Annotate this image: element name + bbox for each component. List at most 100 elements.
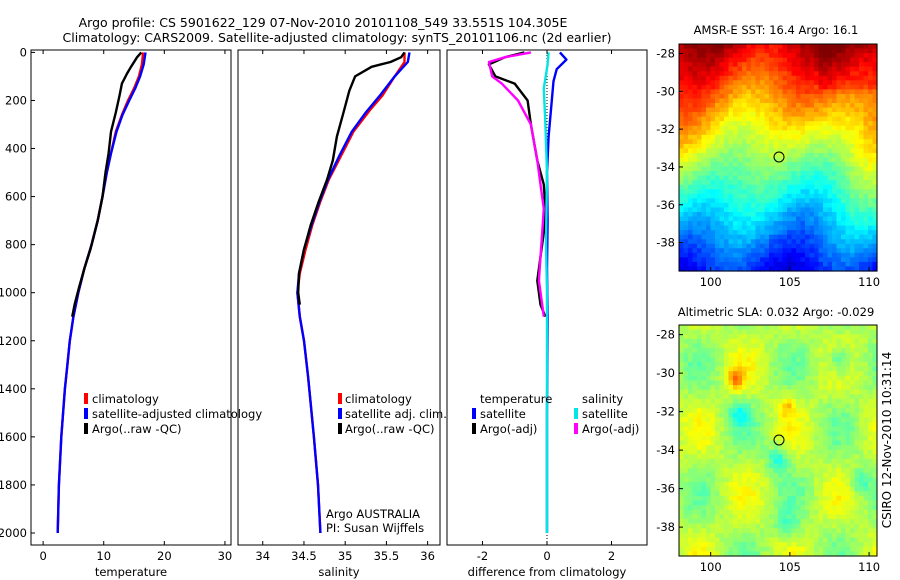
heatmap-cell [850,193,856,199]
heatmap-cell [746,252,752,258]
heatmap-cell [836,398,842,405]
heatmap-cell [832,225,838,231]
heatmap-cell [787,157,793,163]
heatmap-cell [787,207,793,213]
heatmap-cell [746,116,752,122]
heatmap-cell [791,75,797,81]
heatmap-cell [836,463,842,469]
heatmap-cell [697,505,703,511]
heatmap-cell [872,431,878,437]
heatmap-cell [742,343,748,349]
salinity-axes-box [237,49,441,546]
heatmap-cell [751,426,757,432]
heatmap-cell [755,243,761,249]
heatmap-cell [850,125,856,131]
heatmap-cell [719,225,725,231]
heatmap-cell [800,412,806,418]
heatmap-cell [715,380,721,386]
heatmap-cell [692,148,698,154]
heatmap-cell [751,334,757,340]
heatmap-cell [683,542,689,548]
heatmap-cell [688,89,694,95]
legend-label-climatology: climatology [345,392,412,406]
heatmap-cell [692,454,698,460]
heatmap-cell [733,44,739,50]
heatmap-cell [755,357,761,363]
heatmap-cell [782,112,788,118]
heatmap-cell [746,148,752,154]
heatmap-cell [868,334,874,340]
heatmap-cell [769,519,775,525]
heatmap-cell [832,417,838,423]
heatmap-cell [814,107,820,113]
heatmap-cell [818,523,824,529]
heatmap-cell [836,458,842,465]
heatmap-cell [710,546,716,552]
heatmap-cell [800,532,806,539]
heatmap-cell [832,71,838,77]
heatmap-cell [760,166,766,172]
heatmap-cell [737,157,743,163]
heatmap-cell [854,48,860,54]
heatmap-cell [715,477,721,483]
heatmap-cell [701,334,707,340]
heatmap-cell [692,440,698,446]
heatmap-cell [715,514,721,520]
heatmap-cell [863,343,869,349]
heatmap-cell [841,230,847,236]
heatmap-cell [827,44,833,50]
heatmap-cell [841,523,847,529]
heatmap-cell [679,546,685,552]
heatmap-cell [778,53,784,59]
heatmap-cell [688,352,694,358]
heatmap-cell [719,403,725,409]
heatmap-cell [764,243,770,249]
heatmap-cell [800,542,806,548]
heatmap-cell [733,89,739,95]
heatmap-cell [742,130,748,136]
heatmap-cell [854,257,860,263]
heatmap-cell [724,180,730,186]
heatmap-cell [787,162,793,168]
heatmap-cell [706,166,712,172]
heatmap-cell [872,477,878,483]
heatmap-cell [859,371,865,377]
heatmap-cell [755,157,761,163]
heatmap-cell [701,551,707,557]
heatmap-cell [814,426,820,432]
heatmap-cell [805,62,811,68]
heatmap-cell [688,116,694,122]
heatmap-cell [827,445,833,451]
heatmap-cell [764,84,770,90]
heatmap-cell [719,472,725,479]
heatmap-cell [742,89,748,95]
heatmap-cell [818,148,824,154]
heatmap-cell [809,162,815,168]
heatmap-cell [791,371,797,377]
heatmap-cell [764,239,770,245]
heatmap-cell [809,139,815,145]
heatmap-cell [782,121,788,127]
heatmap-cell [796,184,802,190]
heatmap-cell [683,107,689,113]
heatmap-cell [769,472,775,479]
heatmap-cell [845,221,851,227]
heatmap-cell [827,207,833,213]
heatmap-cell [845,71,851,77]
heatmap-cell [737,98,743,104]
heatmap-cell [845,500,851,506]
heatmap-cell [710,417,716,423]
heatmap-cell [845,398,851,405]
heatmap-cell [814,44,820,50]
heatmap-cell [805,103,811,109]
heatmap-cell [827,202,833,209]
heatmap-cell [683,66,689,72]
heatmap-cell [832,408,838,414]
heatmap-cell [733,234,739,240]
heatmap-cell [805,412,811,418]
heatmap-cell [805,166,811,172]
heatmap-cell [778,44,784,50]
heatmap-cell [692,542,698,548]
heatmap-cell [854,44,860,50]
heatmap-cell [728,371,734,377]
